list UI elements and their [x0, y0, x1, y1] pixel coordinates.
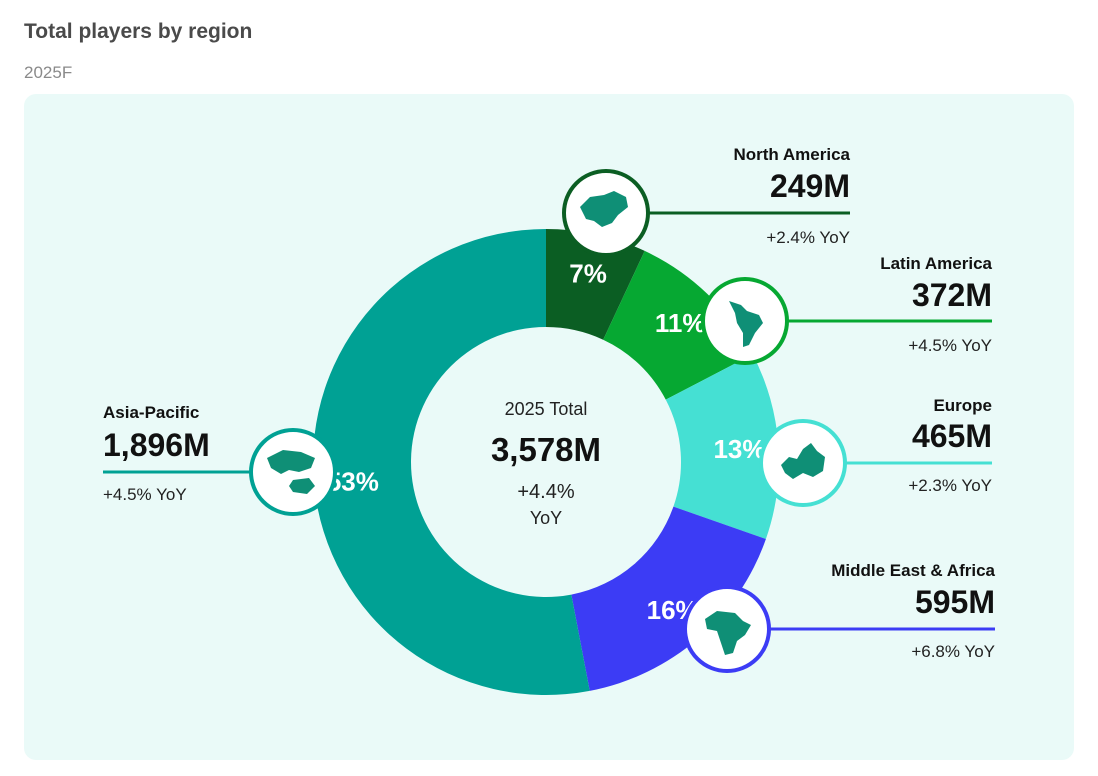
region-name: Europe	[933, 396, 992, 415]
slice-north-america	[546, 229, 645, 340]
north-america-map-icon	[562, 169, 650, 257]
slice-asia-pacific	[312, 229, 590, 696]
region-yoy: +6.8% YoY	[911, 642, 995, 661]
region-yoy: +2.4% YoY	[766, 228, 850, 247]
region-callouts: North America 249M +2.4% YoY Latin America 3…	[103, 145, 996, 661]
donut-slices	[312, 229, 779, 696]
page-title: Total players by region	[24, 20, 253, 43]
page-subtitle: 2025F	[24, 63, 73, 82]
slice-middle-east-africa	[571, 506, 766, 691]
slice-latin-america	[603, 250, 753, 400]
region-value: 372M	[912, 277, 992, 313]
center-total-value: 3,578M	[491, 431, 601, 468]
region-name: North America	[733, 145, 850, 164]
center-total-label: 2025 Total	[505, 399, 588, 419]
region-yoy: +2.3% YoY	[908, 476, 992, 495]
region-name: Middle East & Africa	[831, 561, 995, 580]
percent-label: 13%	[713, 434, 765, 464]
percent-label: 7%	[569, 259, 607, 289]
center-total-yoy-pct: +4.4%	[517, 481, 574, 503]
region-value: 595M	[915, 584, 995, 620]
region-name: Asia-Pacific	[103, 403, 199, 422]
europe-map-icon	[759, 419, 847, 507]
africa-map-icon	[683, 585, 771, 673]
percent-label: 11%	[655, 308, 706, 338]
region-name: Latin America	[880, 254, 992, 273]
region-yoy: +4.5% YoY	[103, 485, 187, 504]
region-icons	[249, 169, 847, 673]
asia-pacific-map-icon	[249, 428, 337, 516]
region-yoy: +4.5% YoY	[908, 336, 992, 355]
center-total-yoy-label: YoY	[530, 508, 562, 528]
region-value: 1,896M	[103, 427, 210, 463]
region-value: 465M	[912, 418, 992, 454]
slice-europe	[665, 354, 779, 540]
region-value: 249M	[770, 168, 850, 204]
latin-america-map-icon	[701, 277, 789, 365]
